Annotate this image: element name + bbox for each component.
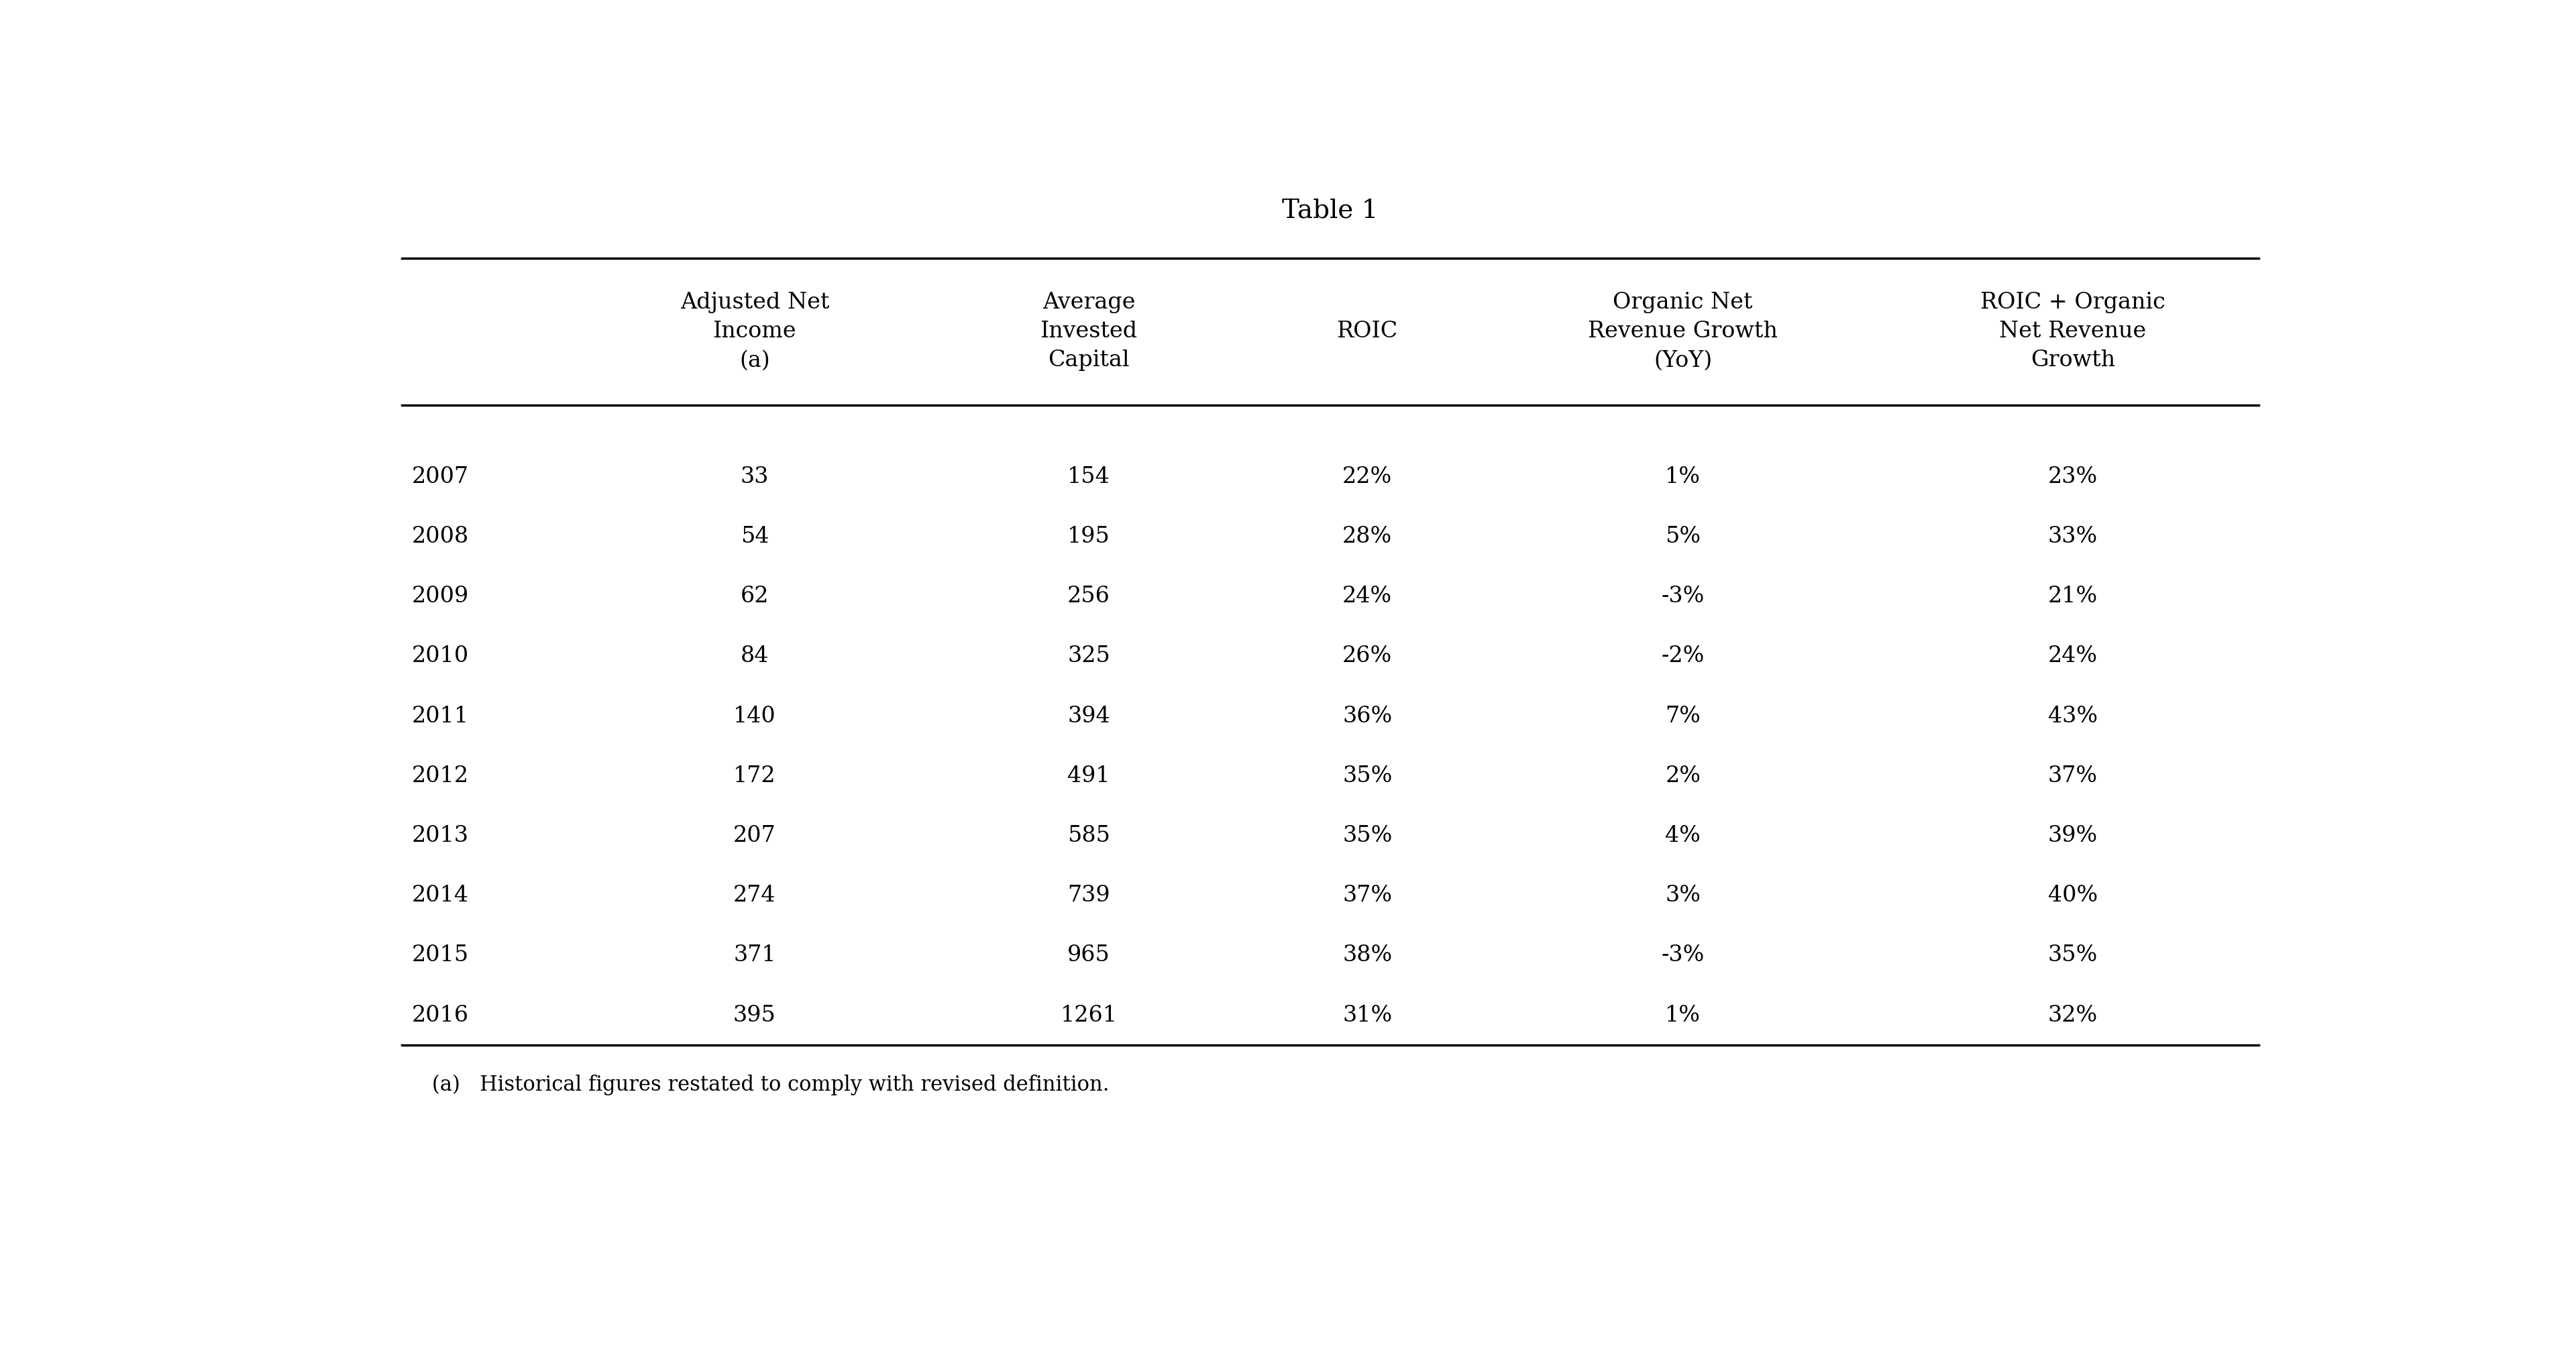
Text: 395: 395 xyxy=(734,1005,775,1026)
Text: 256: 256 xyxy=(1066,586,1110,607)
Text: 40%: 40% xyxy=(2048,885,2097,906)
Text: 2010: 2010 xyxy=(412,646,469,667)
Text: 4%: 4% xyxy=(1664,825,1700,846)
Text: 35%: 35% xyxy=(2048,945,2097,966)
Text: 2009: 2009 xyxy=(412,586,469,607)
Text: 37%: 37% xyxy=(1342,885,1391,906)
Text: 84: 84 xyxy=(739,646,768,667)
Text: 1261: 1261 xyxy=(1061,1005,1118,1026)
Text: 21%: 21% xyxy=(2048,586,2097,607)
Text: 5%: 5% xyxy=(1664,526,1700,548)
Text: ROIC: ROIC xyxy=(1337,320,1399,342)
Text: 154: 154 xyxy=(1066,466,1110,488)
Text: 491: 491 xyxy=(1066,765,1110,786)
Text: 39%: 39% xyxy=(2048,825,2097,846)
Text: -3%: -3% xyxy=(1662,945,1705,966)
Text: 26%: 26% xyxy=(1342,646,1391,667)
Text: -3%: -3% xyxy=(1662,586,1705,607)
Text: 585: 585 xyxy=(1066,825,1110,846)
Text: 28%: 28% xyxy=(1342,526,1391,548)
Text: 7%: 7% xyxy=(1664,706,1700,726)
Text: 24%: 24% xyxy=(1342,586,1391,607)
Text: 2007: 2007 xyxy=(412,466,469,488)
Text: Adjusted Net
Income
(a): Adjusted Net Income (a) xyxy=(680,292,829,371)
Text: 31%: 31% xyxy=(1342,1005,1391,1026)
Text: 325: 325 xyxy=(1066,646,1110,667)
Text: 2015: 2015 xyxy=(412,945,469,966)
Text: 1%: 1% xyxy=(1664,466,1700,488)
Text: 54: 54 xyxy=(739,526,768,548)
Text: Organic Net
Revenue Growth
(YoY): Organic Net Revenue Growth (YoY) xyxy=(1587,292,1777,371)
Text: (a)   Historical figures restated to comply with revised definition.: (a) Historical figures restated to compl… xyxy=(433,1074,1110,1096)
Text: 36%: 36% xyxy=(1342,706,1391,726)
Text: 739: 739 xyxy=(1066,885,1110,906)
Text: 3%: 3% xyxy=(1664,885,1700,906)
Text: 38%: 38% xyxy=(1342,945,1391,966)
Text: 140: 140 xyxy=(734,706,775,726)
Text: 33: 33 xyxy=(739,466,768,488)
Text: -2%: -2% xyxy=(1662,646,1705,667)
Text: Table 1: Table 1 xyxy=(1283,199,1378,224)
Text: 35%: 35% xyxy=(1342,765,1391,786)
Text: 2008: 2008 xyxy=(412,526,469,548)
Text: ROIC + Organic
Net Revenue
Growth: ROIC + Organic Net Revenue Growth xyxy=(1981,292,2166,371)
Text: 172: 172 xyxy=(734,765,775,786)
Text: 2014: 2014 xyxy=(412,885,469,906)
Text: 274: 274 xyxy=(734,885,775,906)
Text: 33%: 33% xyxy=(2048,526,2097,548)
Text: 2016: 2016 xyxy=(412,1005,469,1026)
Text: 965: 965 xyxy=(1066,945,1110,966)
Text: 1%: 1% xyxy=(1664,1005,1700,1026)
Text: 371: 371 xyxy=(734,945,775,966)
Text: 24%: 24% xyxy=(2048,646,2097,667)
Text: 2013: 2013 xyxy=(412,825,469,846)
Text: 37%: 37% xyxy=(2048,765,2097,786)
Text: 207: 207 xyxy=(734,825,775,846)
Text: 2012: 2012 xyxy=(412,765,469,786)
Text: Average
Invested
Capital: Average Invested Capital xyxy=(1041,292,1139,371)
Text: 394: 394 xyxy=(1066,706,1110,726)
Text: 23%: 23% xyxy=(2048,466,2097,488)
Text: 2%: 2% xyxy=(1664,765,1700,786)
Text: 62: 62 xyxy=(739,586,768,607)
Text: 35%: 35% xyxy=(1342,825,1391,846)
Text: 43%: 43% xyxy=(2048,706,2097,726)
Text: 32%: 32% xyxy=(2048,1005,2097,1026)
Text: 2011: 2011 xyxy=(412,706,469,726)
Text: 22%: 22% xyxy=(1342,466,1391,488)
Text: 195: 195 xyxy=(1066,526,1110,548)
